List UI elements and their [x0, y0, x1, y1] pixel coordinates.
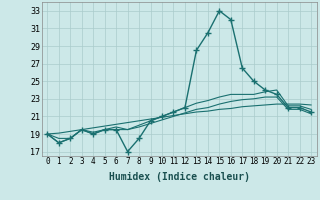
X-axis label: Humidex (Indice chaleur): Humidex (Indice chaleur)	[109, 172, 250, 182]
